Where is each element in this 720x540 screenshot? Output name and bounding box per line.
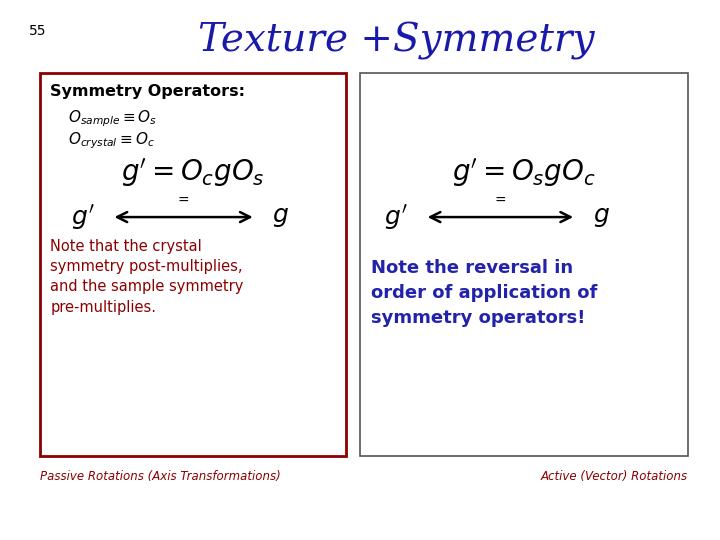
Text: $\mathit{O}_{sample} \equiv \mathit{O}_{s}$: $\mathit{O}_{sample} \equiv \mathit{O}_{… <box>68 108 158 129</box>
Text: $\mathit{g}'$: $\mathit{g}'$ <box>384 202 408 232</box>
FancyBboxPatch shape <box>40 73 346 456</box>
Text: Active (Vector) Rotations: Active (Vector) Rotations <box>541 470 688 483</box>
Text: $\mathit{g}'$: $\mathit{g}'$ <box>71 202 94 232</box>
Text: $\mathit{g}' = \mathit{O}_{c}\mathit{g}\mathit{O}_{s}$: $\mathit{g}' = \mathit{O}_{c}\mathit{g}\… <box>121 157 264 190</box>
Text: Note the reversal in
order of application of
symmetry operators!: Note the reversal in order of applicatio… <box>371 259 597 327</box>
Text: $\mathit{g}' = \mathit{O}_{s}\mathit{g}\mathit{O}_{c}$: $\mathit{g}' = \mathit{O}_{s}\mathit{g}\… <box>452 157 595 190</box>
Text: =: = <box>495 193 506 207</box>
Text: Passive Rotations (Axis Transformations): Passive Rotations (Axis Transformations) <box>40 470 280 483</box>
Text: Note that the crystal
symmetry post-multiplies,
and the sample symmetry
pre-mult: Note that the crystal symmetry post-mult… <box>50 239 244 315</box>
FancyBboxPatch shape <box>360 73 688 456</box>
Text: Symmetry Operators:: Symmetry Operators: <box>50 84 246 99</box>
Text: $\mathit{g}$: $\mathit{g}$ <box>272 205 289 229</box>
Text: $\mathit{g}$: $\mathit{g}$ <box>593 205 610 229</box>
Text: 55: 55 <box>29 24 46 38</box>
Text: $\mathit{O}_{crystal} \equiv \mathit{O}_{c}$: $\mathit{O}_{crystal} \equiv \mathit{O}_… <box>68 131 155 151</box>
Text: Texture +Symmetry: Texture +Symmetry <box>198 22 594 59</box>
Text: =: = <box>178 193 189 207</box>
